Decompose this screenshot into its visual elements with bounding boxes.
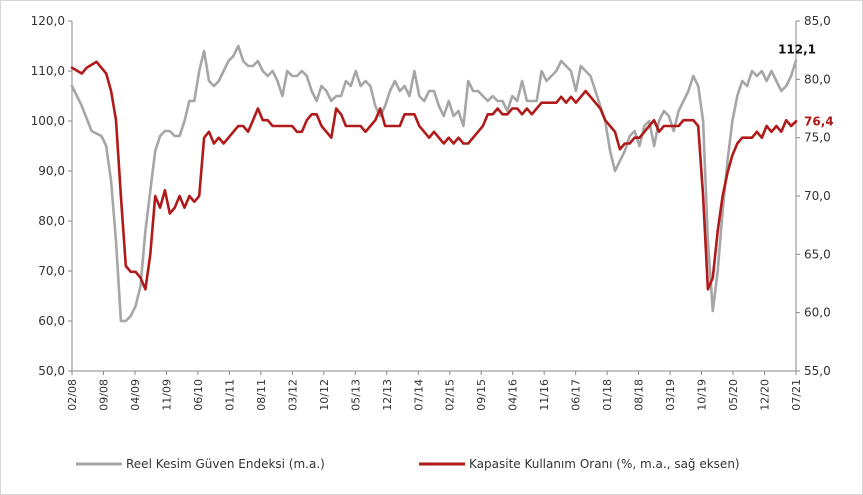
x-tick-label: 05/20 [727,379,740,411]
legend: Reel Kesim Güven Endeksi (m.a.) Kapasite … [76,457,740,471]
x-tick-label: 04/09 [129,379,142,411]
series-line-kapasite [70,60,798,291]
annotations: 112,1 76,4 [778,43,834,129]
x-tick-label: 12/13 [381,379,394,411]
left-tick-label: 100,0 [31,114,65,128]
end-label-kapasite: 76,4 [804,114,834,128]
left-tick-label: 90,0 [38,164,65,178]
left-tick-label: 80,0 [38,214,65,228]
right-tick-label: 85,0 [804,14,831,28]
series-line-reel-kesim [70,44,798,323]
legend-label-reel-kesim: Reel Kesim Güven Endeksi (m.a.) [126,457,325,471]
right-tick-label: 80,0 [804,72,831,86]
series-lines [70,44,798,323]
x-tick-label: 04/16 [507,379,520,411]
x-tick-label: 08/18 [633,379,646,411]
x-axis: 02/08 09/08 04/09 11/09 06/10 01/11 08/11 03/12… [66,371,803,411]
x-tick-label: 08/11 [255,379,268,411]
x-tick-label: 11/09 [160,379,173,411]
left-tick-label: 70,0 [38,264,65,278]
right-tick-label: 75,0 [804,131,831,145]
end-label-reel-kesim: 112,1 [778,43,816,57]
x-tick-label: 05/13 [349,379,362,411]
right-tick-label: 70,0 [804,189,831,203]
x-tick-label: 09/15 [475,379,488,411]
left-y-axis: 50,0 60,0 70,0 80,0 90,0 100,0 110,0 120,0 [31,14,72,378]
x-tick-label: 02/15 [444,379,457,411]
right-tick-label: 60,0 [804,306,831,320]
right-y-axis: 55,0 60,0 65,0 70,0 75,0 80,0 85,0 [796,14,831,378]
x-tick-label: 02/08 [66,379,79,411]
legend-label-kapasite: Kapasite Kullanım Oranı (%, m.a., sağ ek… [469,457,740,471]
x-tick-label: 03/19 [664,379,677,411]
x-tick-label: 01/11 [223,379,236,411]
x-tick-label: 10/19 [696,379,709,411]
left-tick-label: 60,0 [38,314,65,328]
x-tick-label: 07/14 [412,379,425,411]
left-tick-label: 50,0 [38,364,65,378]
x-tick-label: 06/17 [570,379,583,411]
x-tick-label: 07/21 [790,379,803,411]
x-tick-label: 01/18 [601,379,614,411]
x-tick-label: 12/20 [759,379,772,411]
right-tick-label: 55,0 [804,364,831,378]
right-tick-label: 65,0 [804,247,831,261]
left-tick-label: 120,0 [31,14,65,28]
left-tick-label: 110,0 [31,64,65,78]
x-tick-label: 03/12 [286,379,299,411]
x-tick-label: 06/10 [192,379,205,411]
x-tick-label: 09/08 [97,379,110,411]
x-tick-label: 10/12 [318,379,331,411]
x-tick-label: 11/16 [538,379,551,411]
